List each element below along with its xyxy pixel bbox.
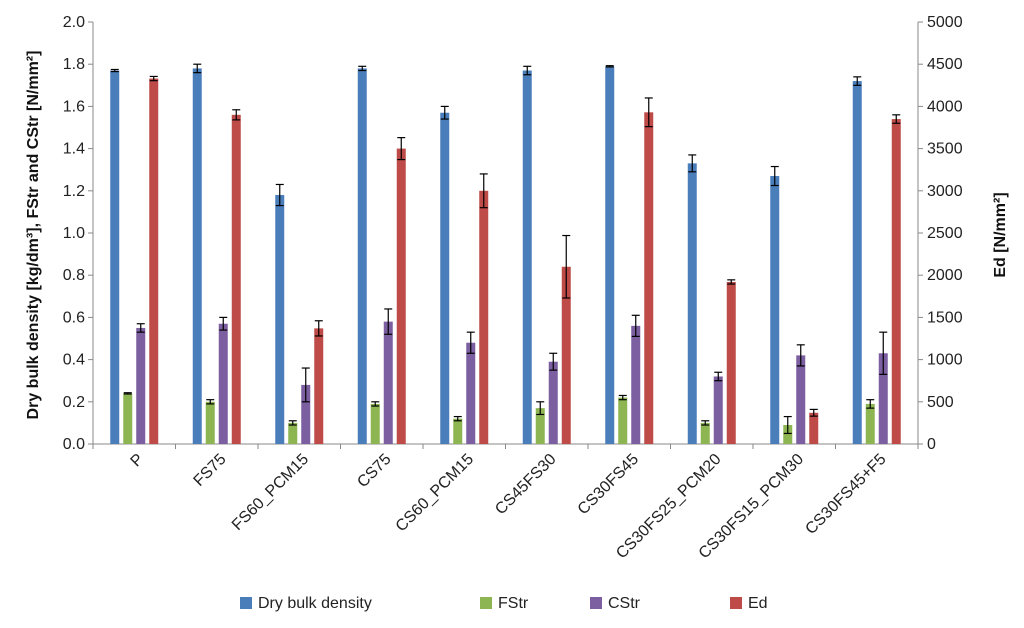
bar-fstr <box>783 425 793 444</box>
y-tick-label: 2.0 <box>63 14 85 31</box>
legend: Dry bulk density FStr CStr Ed <box>240 595 768 612</box>
y2-tick-label: 500 <box>927 394 954 411</box>
bar-dry-bulk-density <box>770 176 780 444</box>
y-tick-label: 1.6 <box>63 98 85 115</box>
y2-tick-label: 1000 <box>927 352 963 369</box>
bar-dry-bulk-density <box>687 163 697 444</box>
bar-fstr <box>205 401 215 444</box>
bar-ed <box>644 112 654 445</box>
legend-label: FStr <box>498 595 529 612</box>
x-tick-label: CS60_PCM15 <box>393 451 477 535</box>
x-tick-label: CS30FS45+F5 <box>802 451 889 538</box>
bar-dry-bulk-density <box>605 66 615 444</box>
y2-tick-label: 0 <box>927 436 936 453</box>
y-tick-label: 1.2 <box>63 183 85 200</box>
bar-fstr <box>288 422 298 444</box>
bar-cstr <box>218 323 228 444</box>
x-tick-label: FS75 <box>191 451 230 490</box>
y-tick-label: 1.4 <box>63 141 85 158</box>
bar-dry-bulk-density <box>357 68 367 445</box>
legend-swatch <box>730 597 742 609</box>
bar-dry-bulk-density <box>192 68 202 445</box>
bar-dry-bulk-density <box>275 195 285 444</box>
bar-fstr <box>535 408 545 444</box>
bar-fstr <box>123 393 133 444</box>
y2-tick-label: 2500 <box>927 225 963 242</box>
y2-tick-label: 3000 <box>927 183 963 200</box>
bar-ed <box>231 114 241 444</box>
bar-ed <box>561 266 571 444</box>
y2-axis-title: Ed [N/mm²] <box>992 192 1009 277</box>
bar-fstr <box>453 418 463 444</box>
bar-cstr <box>878 353 888 444</box>
bar-fstr <box>370 403 380 444</box>
y2-tick-label: 3500 <box>927 141 963 158</box>
bar-cstr <box>713 376 723 444</box>
bar-ed <box>726 281 736 444</box>
y2-tick-label: 4000 <box>927 98 963 115</box>
y-tick-label: 1.0 <box>63 225 85 242</box>
legend-label: Dry bulk density <box>258 595 372 612</box>
bar-ed <box>396 148 406 444</box>
y-tick-label: 1.8 <box>63 56 85 73</box>
bar-cstr <box>796 355 806 444</box>
bar-ed <box>891 119 901 444</box>
y2-tick-label: 5000 <box>927 14 963 31</box>
y-tick-label: 0.6 <box>63 309 85 326</box>
bar-dry-bulk-density <box>852 81 862 444</box>
bar-cstr <box>548 361 558 444</box>
legend-swatch <box>480 597 492 609</box>
bar-dry-bulk-density <box>440 112 450 444</box>
x-tick-label: CS45FS30 <box>492 451 559 518</box>
bar-ed <box>149 78 159 444</box>
y-tick-label: 0.0 <box>63 436 85 453</box>
legend-label: CStr <box>608 595 641 612</box>
bar-fstr <box>618 397 628 444</box>
x-tick-label: FS60_PCM15 <box>229 451 312 534</box>
bar-cstr <box>383 321 393 444</box>
bar-ed <box>809 412 819 444</box>
bar-cstr <box>466 342 476 444</box>
bar-fstr <box>865 403 875 444</box>
bar-cstr <box>631 325 641 444</box>
bar-dry-bulk-density <box>110 70 120 444</box>
bar-ed <box>479 190 489 444</box>
y2-tick-label: 1500 <box>927 309 963 326</box>
y-axis-title: Dry bulk density [kg/dm³], FStr and CStr… <box>25 51 42 420</box>
bar-cstr <box>136 327 146 444</box>
y2-tick-label: 2000 <box>927 267 963 284</box>
legend-swatch <box>590 597 602 609</box>
legend-swatch <box>240 597 252 609</box>
plot-area: 0.0 0.2 0.4 0.6 0.8 1.0 1.2 1.4 1.6 1.8 2.0 0 500 100… <box>63 14 963 562</box>
legend-label: Ed <box>748 595 768 612</box>
y2-tick-label: 4500 <box>927 56 963 73</box>
bar-dry-bulk-density <box>522 70 532 444</box>
y-tick-label: 0.8 <box>63 267 85 284</box>
bar-ed <box>314 328 324 444</box>
x-tick-label: CS30FS45 <box>575 451 642 518</box>
bar-cstr <box>301 384 311 444</box>
y-tick-label: 0.2 <box>63 394 85 411</box>
x-tick-label: CS75 <box>354 451 394 491</box>
x-tick-label: P <box>128 451 148 471</box>
y-tick-label: 0.4 <box>63 352 85 369</box>
bar-fstr <box>700 422 710 444</box>
